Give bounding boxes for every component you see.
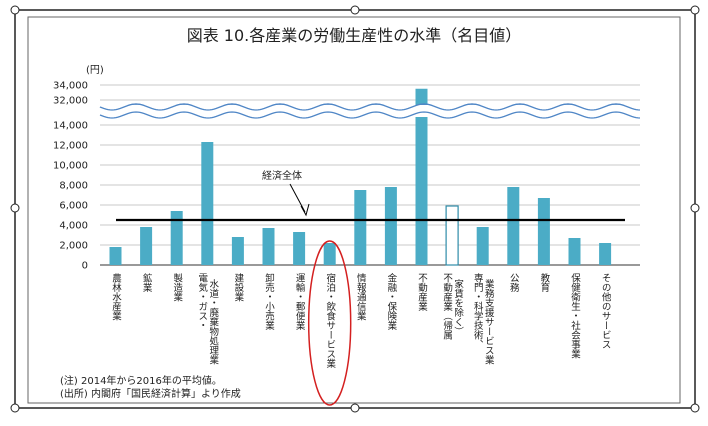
axis-break-wave-lower <box>99 111 641 119</box>
category-label-text: 運輸・郵便業 <box>294 273 306 331</box>
category-label-text: 不動産業 <box>416 273 428 312</box>
resize-handle-right[interactable] <box>690 203 700 213</box>
axis-break <box>99 103 641 119</box>
category-label-text: 電気・ガス・ <box>196 273 208 330</box>
y-tick-label: 12,000 <box>53 141 88 152</box>
resize-handle-bottom-right[interactable] <box>690 403 700 413</box>
category-label-text: 金融・保険業 <box>385 272 397 331</box>
bar-2 <box>170 211 183 265</box>
reference-arrow-head <box>300 203 310 217</box>
category-label-text: 鉱業 <box>141 272 153 293</box>
category-label-4: 建設業 <box>232 272 244 302</box>
resize-handle-top-right[interactable] <box>690 5 700 15</box>
bar-3 <box>201 142 214 265</box>
category-label-text: 情報通信業 <box>355 272 367 321</box>
category-label-text: 専門・科学技術、 <box>472 272 484 349</box>
reference-line-label: 経済全体 <box>262 169 302 182</box>
category-label-12: 専門・科学技術、 業務支援サービス業 <box>472 272 495 365</box>
category-label-14: 教育 <box>538 272 550 293</box>
category-label-6: 運輸・郵便業 <box>294 273 306 331</box>
category-label-text: 保健衛生・社会事業 <box>569 272 581 359</box>
resize-handle-bottom-left[interactable] <box>10 403 20 413</box>
category-label-text: 教育 <box>538 272 550 293</box>
category-label-text: 不動産業（帰属 <box>441 273 453 340</box>
axis-break-gap <box>100 105 640 117</box>
chart-border <box>27 16 681 404</box>
note-period: (注) 2014年から2016年の平均値。 <box>60 374 222 387</box>
reference-line-group: 経済全体 <box>116 169 625 222</box>
category-label-0: 農林水産業 <box>110 272 122 321</box>
chart-title: 図表 10.各産業の労働生産性の水準（名目値） <box>187 26 522 45</box>
category-label-text: 宿泊・飲食サービス業 <box>324 272 336 369</box>
grid-lines <box>100 84 640 266</box>
reference-arrow-shaft <box>289 183 306 213</box>
y-tick-label: 2,000 <box>59 241 88 252</box>
category-label-2: 製造業 <box>171 272 183 302</box>
bar-9 <box>384 187 397 265</box>
category-label-8: 情報通信業 <box>355 272 367 321</box>
resize-handle-left[interactable] <box>10 203 20 213</box>
bar-7 <box>323 243 336 265</box>
category-label-10: 不動産業 <box>416 273 428 312</box>
resize-handle-bottom[interactable] <box>350 403 360 413</box>
category-label-5: 卸売・小売業 <box>263 272 275 331</box>
y-tick-label: 32,000 <box>53 96 88 107</box>
bar-13 <box>507 187 520 265</box>
bar-12 <box>476 227 489 265</box>
category-label-text: 卸売・小売業 <box>263 272 275 331</box>
category-label-16: その他のサービス <box>600 273 612 349</box>
y-tick-label: 8,000 <box>59 181 88 192</box>
note-source: (出所) 内閣府「国民経済計算」より作成 <box>60 387 241 400</box>
y-tick-label: 4,000 <box>59 221 88 232</box>
y-axis-tick-labels: 0 2,000 4,000 6,000 8,000 10,000 12,000 14,000 3… <box>53 81 88 272</box>
bar-15 <box>568 238 581 265</box>
category-label-11: 不動産業（帰属 家賃を除く） <box>441 273 464 340</box>
bar-1 <box>140 227 153 265</box>
category-label-3: 電気・ガス・ 水道・廃棄物処理業 <box>196 273 219 365</box>
category-label-7: 宿泊・飲食サービス業 <box>324 272 336 369</box>
category-label-text: 業務支援サービス業 <box>483 278 495 365</box>
category-label-text: 家賃を除く） <box>452 278 464 336</box>
category-label-text: 公務 <box>508 273 520 293</box>
resize-handle-top[interactable] <box>350 5 360 15</box>
y-tick-label: 0 <box>82 261 88 272</box>
bar-16 <box>599 243 612 265</box>
category-label-text: 建設業 <box>232 272 244 302</box>
y-tick-label: 14,000 <box>53 121 88 132</box>
category-label-text: 製造業 <box>171 272 183 302</box>
bar-14 <box>537 198 550 265</box>
bar-6 <box>293 232 306 265</box>
category-label-15: 保健衛生・社会事業 <box>569 272 581 359</box>
bar-0 <box>109 247 122 265</box>
bars <box>99 88 641 266</box>
axis-break-wave-upper <box>99 103 641 111</box>
category-label-1: 鉱業 <box>141 272 153 293</box>
category-labels: 農林水産業 鉱業 製造業 電気・ガス・ 水道・廃棄物処理業 建設業 卸売・小売業 運輸・郵便業… <box>110 272 611 369</box>
bar-4 <box>231 237 244 265</box>
highlight-ellipse <box>307 240 352 406</box>
bar-8 <box>354 190 367 265</box>
category-label-text: 水道・廃棄物処理業 <box>207 278 219 365</box>
resize-handle-top-left[interactable] <box>10 5 20 15</box>
category-label-13: 公務 <box>508 273 520 293</box>
bar-11 <box>445 205 459 266</box>
unit-label: (円) <box>86 65 104 76</box>
category-label-text: 農林水産業 <box>110 272 122 321</box>
category-label-9: 金融・保険業 <box>385 272 397 331</box>
y-tick-label: 34,000 <box>53 81 88 92</box>
category-label-text: その他のサービス <box>600 273 612 349</box>
highlight-group <box>307 240 352 406</box>
y-tick-label: 10,000 <box>53 161 88 172</box>
y-tick-label: 6,000 <box>59 201 88 212</box>
bar-5 <box>262 228 275 265</box>
